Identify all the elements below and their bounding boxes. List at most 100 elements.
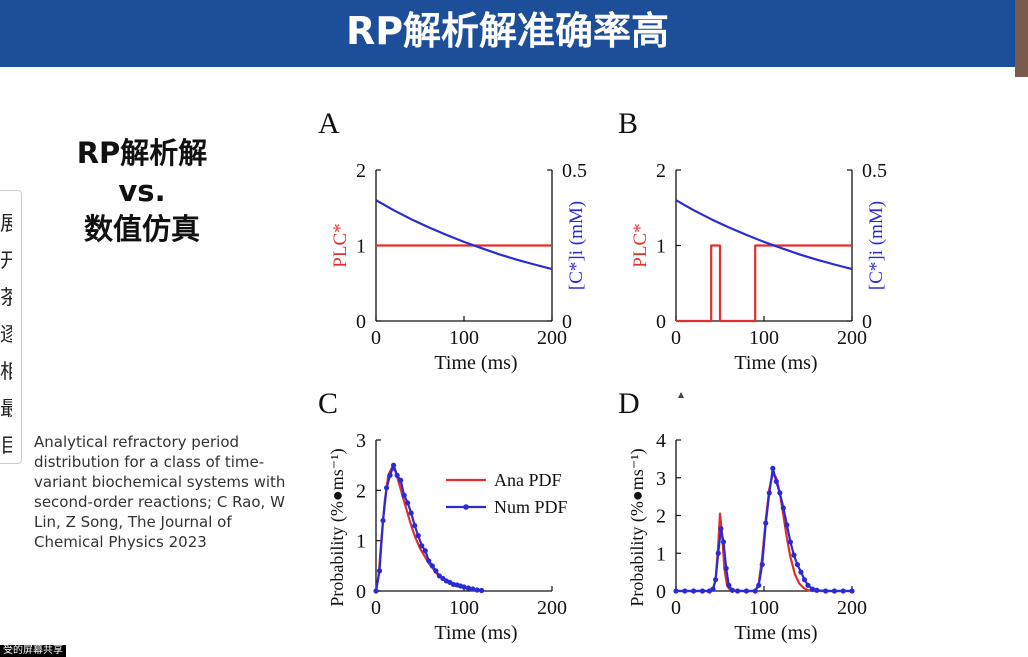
data-point [743, 588, 749, 594]
title-bar [0, 0, 1015, 67]
red-series-line [374, 466, 482, 592]
data-point [474, 587, 480, 593]
data-point [780, 505, 786, 511]
y-tick-label: 1 [356, 236, 366, 258]
data-point [715, 550, 721, 556]
y-axis-label: Probability (%●ms⁻¹) [327, 448, 348, 606]
data-point [376, 568, 383, 574]
x-axis-label: Time (ms) [734, 622, 817, 644]
data-point [729, 587, 735, 593]
panel-label: B [618, 107, 638, 140]
x-tick-label: 100 [449, 327, 479, 349]
side-toolbar[interactable]: 展开茶逐相最目 [0, 190, 22, 464]
y-tick-label: 0 [356, 581, 366, 603]
x-tick-label: 0 [671, 597, 681, 619]
data-point [726, 582, 732, 588]
data-point [380, 517, 386, 524]
data-point [723, 565, 729, 571]
data-point [691, 588, 697, 594]
y-tick-label: 0 [656, 581, 666, 603]
data-point [673, 588, 679, 594]
legend-label-num: Num PDF [494, 497, 568, 517]
y-tick-right-label: 0 [862, 311, 872, 333]
data-point [470, 586, 476, 592]
data-point [784, 522, 790, 528]
data-point [391, 462, 397, 468]
subtitle-line-3: 数值仿真 [83, 212, 200, 246]
x-tick-label: 200 [837, 597, 867, 619]
data-point [759, 561, 765, 568]
slide-title: RP解析解准确率高 [345, 9, 670, 53]
y-tick-label: 0 [656, 311, 666, 333]
data-point [426, 558, 432, 564]
data-point [756, 582, 762, 588]
x-axis-label: Time (ms) [434, 622, 517, 644]
data-point [415, 533, 421, 539]
y-tick-label: 1 [356, 531, 366, 553]
panel-label: C [318, 387, 338, 420]
data-point [814, 587, 820, 593]
screen-share-label: 受的屏幕共享 [0, 645, 66, 657]
data-point [770, 465, 776, 471]
y-tick-label: 2 [356, 480, 366, 502]
y-tick-label: 2 [356, 160, 366, 182]
blue-series-line [375, 199, 553, 271]
data-point [787, 539, 793, 545]
data-point [401, 492, 407, 498]
data-point [422, 548, 428, 554]
data-point [405, 500, 411, 506]
data-point [718, 526, 724, 532]
x-tick-label: 100 [749, 597, 779, 619]
y-tick-label: 1 [656, 543, 666, 565]
y-tick-label: 1 [656, 236, 666, 258]
side-toolbar-char: 开 [0, 250, 12, 270]
data-point [699, 588, 705, 594]
side-toolbar-char: 茶 [0, 287, 12, 307]
subtitle-line-1: RP解析解 [76, 136, 208, 170]
data-point [849, 588, 855, 594]
data-point [433, 568, 439, 574]
data-point [720, 539, 727, 545]
data-point [809, 586, 815, 592]
data-point [387, 472, 393, 478]
blue-series-line [675, 199, 853, 271]
data-point [479, 587, 485, 594]
data-point [710, 586, 716, 592]
x-tick-label: 200 [537, 327, 567, 349]
citation-text: Analytical refractory period distributio… [34, 433, 286, 551]
data-point [429, 563, 435, 569]
data-point [840, 588, 846, 594]
legend-label-ana: Ana PDF [494, 470, 562, 490]
x-tick-label: 100 [749, 327, 779, 349]
panel-label: D [618, 387, 640, 420]
y-axis-label-left: PLC* [330, 223, 351, 267]
x-tick-label: 0 [671, 327, 681, 349]
data-point [394, 472, 400, 478]
side-toolbar-char: 目 [0, 435, 12, 455]
side-toolbar-char: 最 [0, 398, 12, 418]
red-series-line [676, 244, 852, 323]
data-point [419, 543, 425, 549]
y-axis-label: Probability (%●ms⁻¹) [627, 448, 648, 606]
y-axis-label-right: [C*]i (mM) [866, 201, 887, 290]
y-tick-label: 3 [656, 468, 666, 490]
data-point [383, 485, 390, 491]
data-point [773, 478, 779, 485]
data-point [794, 561, 801, 568]
x-tick-label: 200 [837, 327, 867, 349]
mouse-cursor-icon [678, 392, 684, 398]
side-toolbar-char: 相 [0, 361, 12, 381]
data-point [763, 520, 769, 526]
data-point [823, 588, 829, 594]
data-point [373, 588, 379, 594]
data-point [461, 584, 467, 590]
x-tick-label: 100 [449, 597, 479, 619]
y-tick-label: 4 [656, 430, 666, 452]
data-point [398, 477, 404, 483]
x-tick-label: 0 [371, 597, 381, 619]
data-point [735, 588, 741, 594]
y-tick-label: 0 [356, 311, 366, 333]
y-tick-right-label: 0.5 [562, 160, 587, 182]
side-toolbar-char: 逐 [0, 324, 12, 344]
